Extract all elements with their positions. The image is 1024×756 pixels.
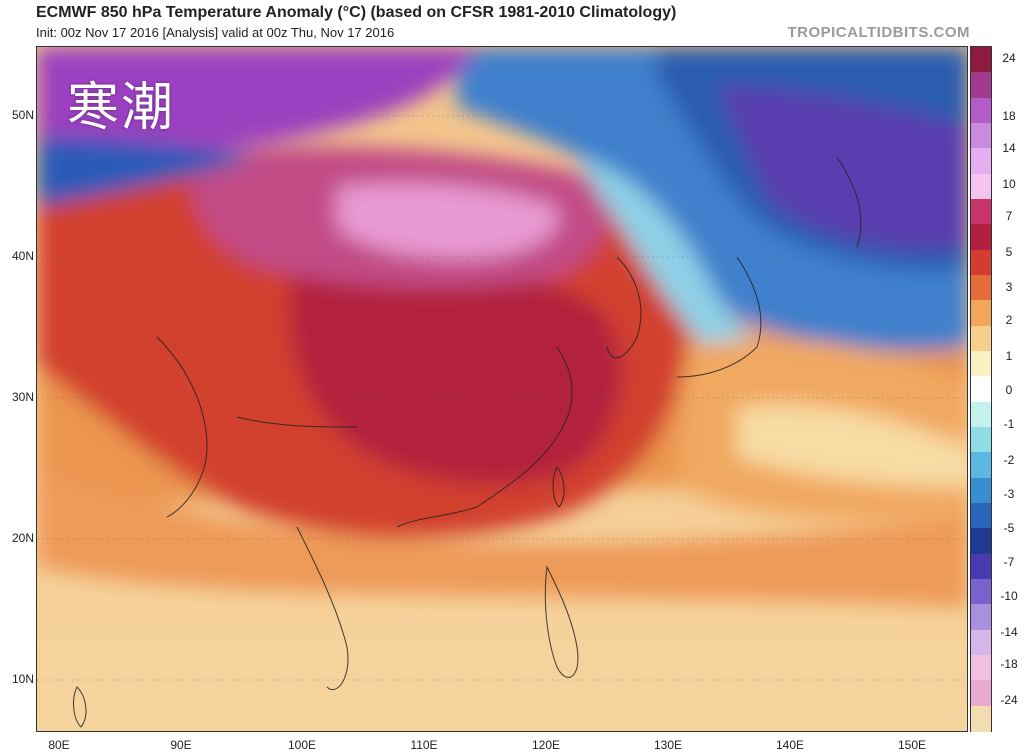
colorbar-segment — [971, 705, 991, 732]
lon-label-100e: 100E — [287, 738, 317, 752]
colorbar-tick-label: 3 — [1005, 280, 1013, 294]
colorbar-segment — [971, 300, 991, 327]
colorbar-segment — [971, 401, 991, 428]
lat-label-50n: 50N — [11, 108, 34, 122]
colorbar-segment — [971, 148, 991, 175]
colorbar-segment — [971, 528, 991, 555]
colorbar-tick-label: 2 — [1005, 313, 1013, 327]
lon-label-150e: 150E — [897, 738, 927, 752]
lon-label-80e: 80E — [48, 738, 70, 752]
brand-watermark: TROPICALTIDBITS.COM — [787, 24, 970, 41]
lat-label-20n: 20N — [11, 531, 34, 545]
colorbar-segment — [971, 249, 991, 276]
colorbar-segment — [971, 173, 991, 200]
lon-label-110e: 110E — [410, 738, 438, 752]
colorbar-tick-label: -18 — [1000, 657, 1018, 671]
colorbar-segment — [971, 224, 991, 251]
colorbar-tick-label: 5 — [1005, 245, 1013, 259]
colorbar-tick-label: 1 — [1005, 349, 1013, 363]
colorbar-segment — [971, 629, 991, 656]
colorbar-tick-label: -24 — [1000, 693, 1018, 707]
colorbar-tick-label: -14 — [1000, 625, 1018, 639]
colorbar-tick-label: 10 — [1002, 177, 1016, 191]
colorbar-segment — [971, 199, 991, 225]
colorbar-segment — [971, 680, 991, 707]
colorbar-segment — [971, 376, 991, 403]
lon-label-120e: 120E — [531, 738, 561, 752]
colorbar-segment — [971, 503, 991, 529]
colorbar-segment — [971, 72, 991, 99]
colorbar-segment — [971, 351, 991, 377]
chart-subtitle: Init: 00z Nov 17 2016 [Analysis] valid a… — [36, 25, 395, 40]
colorbar-tick-label: 7 — [1005, 209, 1013, 223]
colorbar — [970, 46, 992, 732]
colorbar-tick-label: -3 — [1003, 487, 1015, 501]
lon-label-90e: 90E — [170, 738, 192, 752]
lon-label-140e: 140E — [775, 738, 805, 752]
colorbar-tick-label: -2 — [1003, 453, 1015, 467]
colorbar-tick-label: -7 — [1003, 555, 1015, 569]
colorbar-tick-label: 18 — [1002, 109, 1016, 123]
overlay-caption: 寒潮 — [67, 78, 176, 138]
coastlines — [73, 156, 862, 728]
colorbar-tick-label: -10 — [1000, 589, 1018, 603]
colorbar-segment — [971, 553, 991, 580]
colorbar-segment — [971, 123, 991, 149]
temperature-anomaly-map — [37, 47, 967, 731]
colorbar-tick-label: 24 — [1002, 51, 1016, 65]
colorbar-segment — [971, 604, 991, 631]
colorbar-segment — [971, 655, 991, 681]
lat-label-10n: 10N — [11, 672, 34, 686]
colorbar-tick-label: 0 — [1005, 383, 1013, 397]
map-panel: 寒潮 — [36, 46, 968, 732]
colorbar-segment — [971, 477, 991, 504]
lat-label-30n: 30N — [11, 390, 34, 404]
colorbar-segment — [971, 97, 991, 124]
colorbar-segment — [971, 579, 991, 605]
colorbar-segment — [971, 275, 991, 301]
chart-title: ECMWF 850 hPa Temperature Anomaly (°C) (… — [36, 4, 677, 21]
colorbar-tick-label: 14 — [1002, 141, 1016, 155]
colorbar-tick-label: -5 — [1003, 521, 1015, 535]
graticule — [37, 115, 967, 681]
lat-label-40n: 40N — [11, 249, 34, 263]
colorbar-segment — [971, 427, 991, 453]
colorbar-segment — [971, 325, 991, 352]
colorbar-segment — [971, 452, 991, 479]
colorbar-tick-label: -1 — [1003, 417, 1015, 431]
lon-label-130e: 130E — [653, 738, 683, 752]
colorbar-segment — [971, 47, 991, 73]
